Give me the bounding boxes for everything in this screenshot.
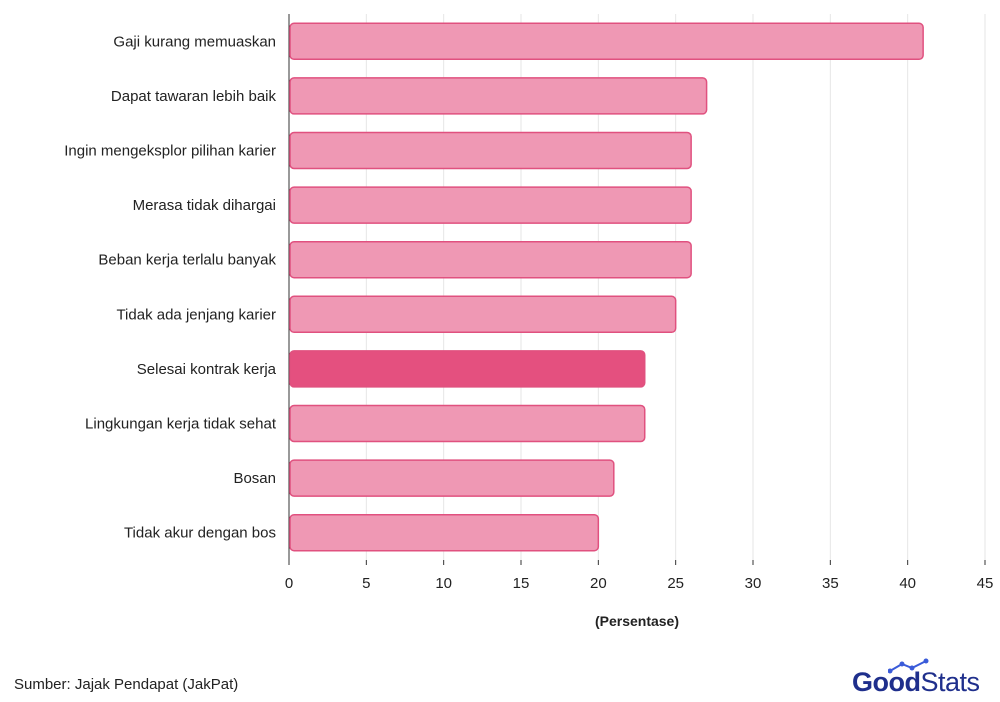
category-label: Lingkungan kerja tidak sehat bbox=[85, 416, 277, 433]
bar bbox=[289, 186, 692, 224]
category-label: Tidak akur dengan bos bbox=[124, 525, 276, 542]
x-tick-label: 15 bbox=[513, 575, 530, 592]
x-tick-label: 35 bbox=[822, 575, 839, 592]
bar bbox=[289, 350, 646, 388]
bar bbox=[289, 404, 646, 443]
bar bbox=[289, 22, 924, 61]
x-tick-label: 30 bbox=[745, 575, 762, 592]
x-tick-label: 25 bbox=[667, 575, 684, 592]
logo-trend-icon bbox=[888, 658, 929, 674]
logo-part-good: Good bbox=[852, 667, 921, 697]
x-axis-title: (Persentase) bbox=[595, 613, 679, 629]
category-label: Ingin mengeksplor pilihan karier bbox=[64, 143, 276, 160]
logo-part-stats: Stats bbox=[920, 667, 980, 697]
goodstats-logo: GoodStats bbox=[852, 658, 992, 700]
category-label: Dapat tawaran lebih baik bbox=[111, 88, 277, 105]
category-label: Merasa tidak dihargai bbox=[133, 197, 276, 214]
bar bbox=[289, 459, 615, 497]
x-tick-label: 0 bbox=[285, 575, 293, 592]
category-label: Gaji kurang memuaskan bbox=[113, 33, 276, 50]
x-tick-label: 40 bbox=[899, 575, 916, 592]
x-tick-label: 20 bbox=[590, 575, 607, 592]
bar bbox=[289, 77, 708, 115]
category-label: Selesai kontrak kerja bbox=[137, 361, 277, 378]
chart-canvas: Gaji kurang memuaskan Dapat tawaran lebih… bbox=[64, 14, 994, 629]
category-label: Beban kerja terlalu banyak bbox=[98, 252, 276, 269]
x-tick-label: 45 bbox=[977, 575, 994, 592]
category-label: Bosan bbox=[233, 470, 276, 487]
bar bbox=[289, 295, 677, 334]
x-tick-label: 5 bbox=[362, 575, 370, 592]
bar bbox=[289, 240, 692, 279]
x-tick-label: 10 bbox=[435, 575, 452, 592]
source-note: Sumber: Jajak Pendapat (JakPat) bbox=[14, 676, 239, 693]
category-label: Tidak ada jenjang karier bbox=[116, 306, 276, 323]
bar bbox=[289, 513, 600, 552]
bar bbox=[289, 131, 692, 170]
